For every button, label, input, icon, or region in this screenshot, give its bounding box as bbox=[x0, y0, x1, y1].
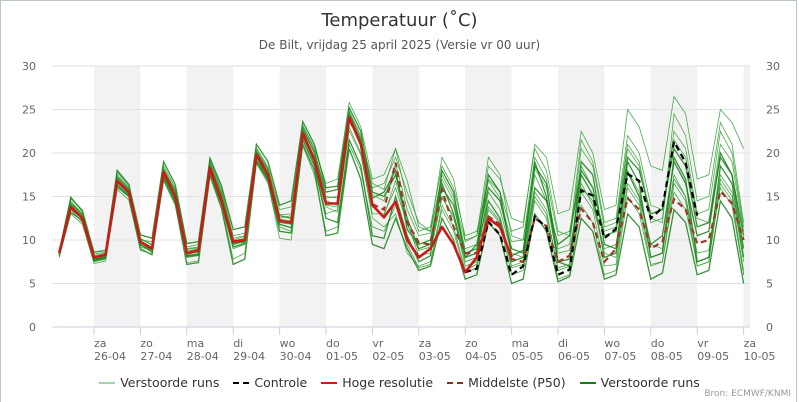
legend-item[interactable]: Hoge resolutie bbox=[321, 375, 433, 390]
main-lines bbox=[57, 116, 745, 277]
x-tick-day: ma bbox=[512, 337, 529, 350]
legend-swatch-icon bbox=[321, 381, 338, 384]
chart-title: Temperatuur (˚C) bbox=[321, 10, 478, 31]
y-tick-label-left: 10 bbox=[22, 234, 36, 247]
legend-item[interactable]: Controle bbox=[233, 375, 307, 390]
x-tick-date: 06-05 bbox=[558, 350, 590, 363]
x-tick-day: vr bbox=[697, 337, 709, 350]
x-tick-date: 30-04 bbox=[280, 350, 312, 363]
legend-label: Middelste (P50) bbox=[468, 375, 566, 390]
legend-item[interactable]: Middelste (P50) bbox=[447, 375, 566, 390]
hires-line bbox=[57, 116, 513, 274]
legend-label: Verstoorde runs bbox=[120, 375, 220, 390]
x-tick-date: 04-05 bbox=[465, 350, 497, 363]
control-line bbox=[464, 138, 699, 277]
x-tick-day: ma bbox=[187, 337, 204, 350]
y-tick-label-left: 0 bbox=[29, 321, 36, 334]
x-tick-day: do bbox=[326, 337, 340, 350]
x-tick-day: vr bbox=[372, 337, 384, 350]
x-tick-day: wo bbox=[280, 337, 296, 350]
y-tick-label-right: 30 bbox=[766, 60, 780, 73]
ensemble-member-line bbox=[58, 109, 744, 258]
y-tick-label-left: 20 bbox=[22, 147, 36, 160]
x-tick-date: 28-04 bbox=[187, 350, 219, 363]
x-tick-date: 01-05 bbox=[326, 350, 358, 363]
x-tick-date: 26-04 bbox=[94, 350, 126, 363]
y-tick-label-left: 15 bbox=[22, 191, 36, 204]
x-tick-date: 02-05 bbox=[372, 350, 404, 363]
source-credit: Bron: ECMWF/KNMI bbox=[704, 389, 791, 399]
x-tick-day: zo bbox=[465, 337, 478, 350]
ensemble-member-line bbox=[58, 141, 745, 285]
x-tick-date: 10-05 bbox=[744, 350, 776, 363]
x-tick-date: 29-04 bbox=[233, 350, 265, 363]
chart-subtitle: De Bilt, vrijdag 25 april 2025 (Versie v… bbox=[258, 38, 541, 52]
x-tick-date: 08-05 bbox=[651, 350, 683, 363]
legend-item[interactable]: Verstoorde runs bbox=[579, 375, 700, 390]
x-tick-day: zo bbox=[140, 337, 153, 350]
y-tick-label-right: 0 bbox=[766, 321, 773, 334]
legend: Verstoorde runs Controle Hoge resolutie Mid… bbox=[0, 375, 799, 390]
p50-line bbox=[371, 162, 745, 265]
legend-label: Controle bbox=[254, 375, 308, 390]
x-tick-day: za bbox=[94, 337, 107, 350]
legend-swatch-icon bbox=[579, 381, 596, 384]
legend-swatch-icon bbox=[233, 381, 250, 384]
legend-swatch-icon bbox=[447, 381, 464, 384]
legend-label: Hoge resolutie bbox=[342, 375, 434, 390]
x-tick-day: wo bbox=[604, 337, 620, 350]
legend-label: Verstoorde runs bbox=[600, 375, 700, 390]
y-tick-label-right: 15 bbox=[766, 191, 780, 204]
x-tick-day: do bbox=[651, 337, 665, 350]
y-tick-label-right: 20 bbox=[766, 147, 780, 160]
x-tick-day: di bbox=[558, 337, 568, 350]
y-tick-label-left: 5 bbox=[29, 278, 36, 291]
y-tick-label-right: 5 bbox=[766, 278, 773, 291]
y-tick-label-left: 30 bbox=[22, 60, 36, 73]
x-tick-date: 27-04 bbox=[140, 350, 172, 363]
x-tick-day: di bbox=[233, 337, 243, 350]
x-tick-day: za bbox=[419, 337, 432, 350]
y-tick-label-right: 10 bbox=[766, 234, 780, 247]
y-tick-label-right: 25 bbox=[766, 104, 780, 117]
x-tick-date: 09-05 bbox=[697, 350, 729, 363]
legend-swatch-icon bbox=[99, 381, 116, 384]
y-tick-label-left: 25 bbox=[22, 104, 36, 117]
x-tick-date: 05-05 bbox=[512, 350, 544, 363]
x-tick-day: za bbox=[744, 337, 757, 350]
ensemble-member-line bbox=[58, 121, 744, 255]
ensemble-member-line bbox=[58, 137, 745, 267]
legend-item[interactable]: Verstoorde runs bbox=[99, 375, 219, 390]
x-tick-date: 07-05 bbox=[604, 350, 636, 363]
x-tick-date: 03-05 bbox=[419, 350, 451, 363]
